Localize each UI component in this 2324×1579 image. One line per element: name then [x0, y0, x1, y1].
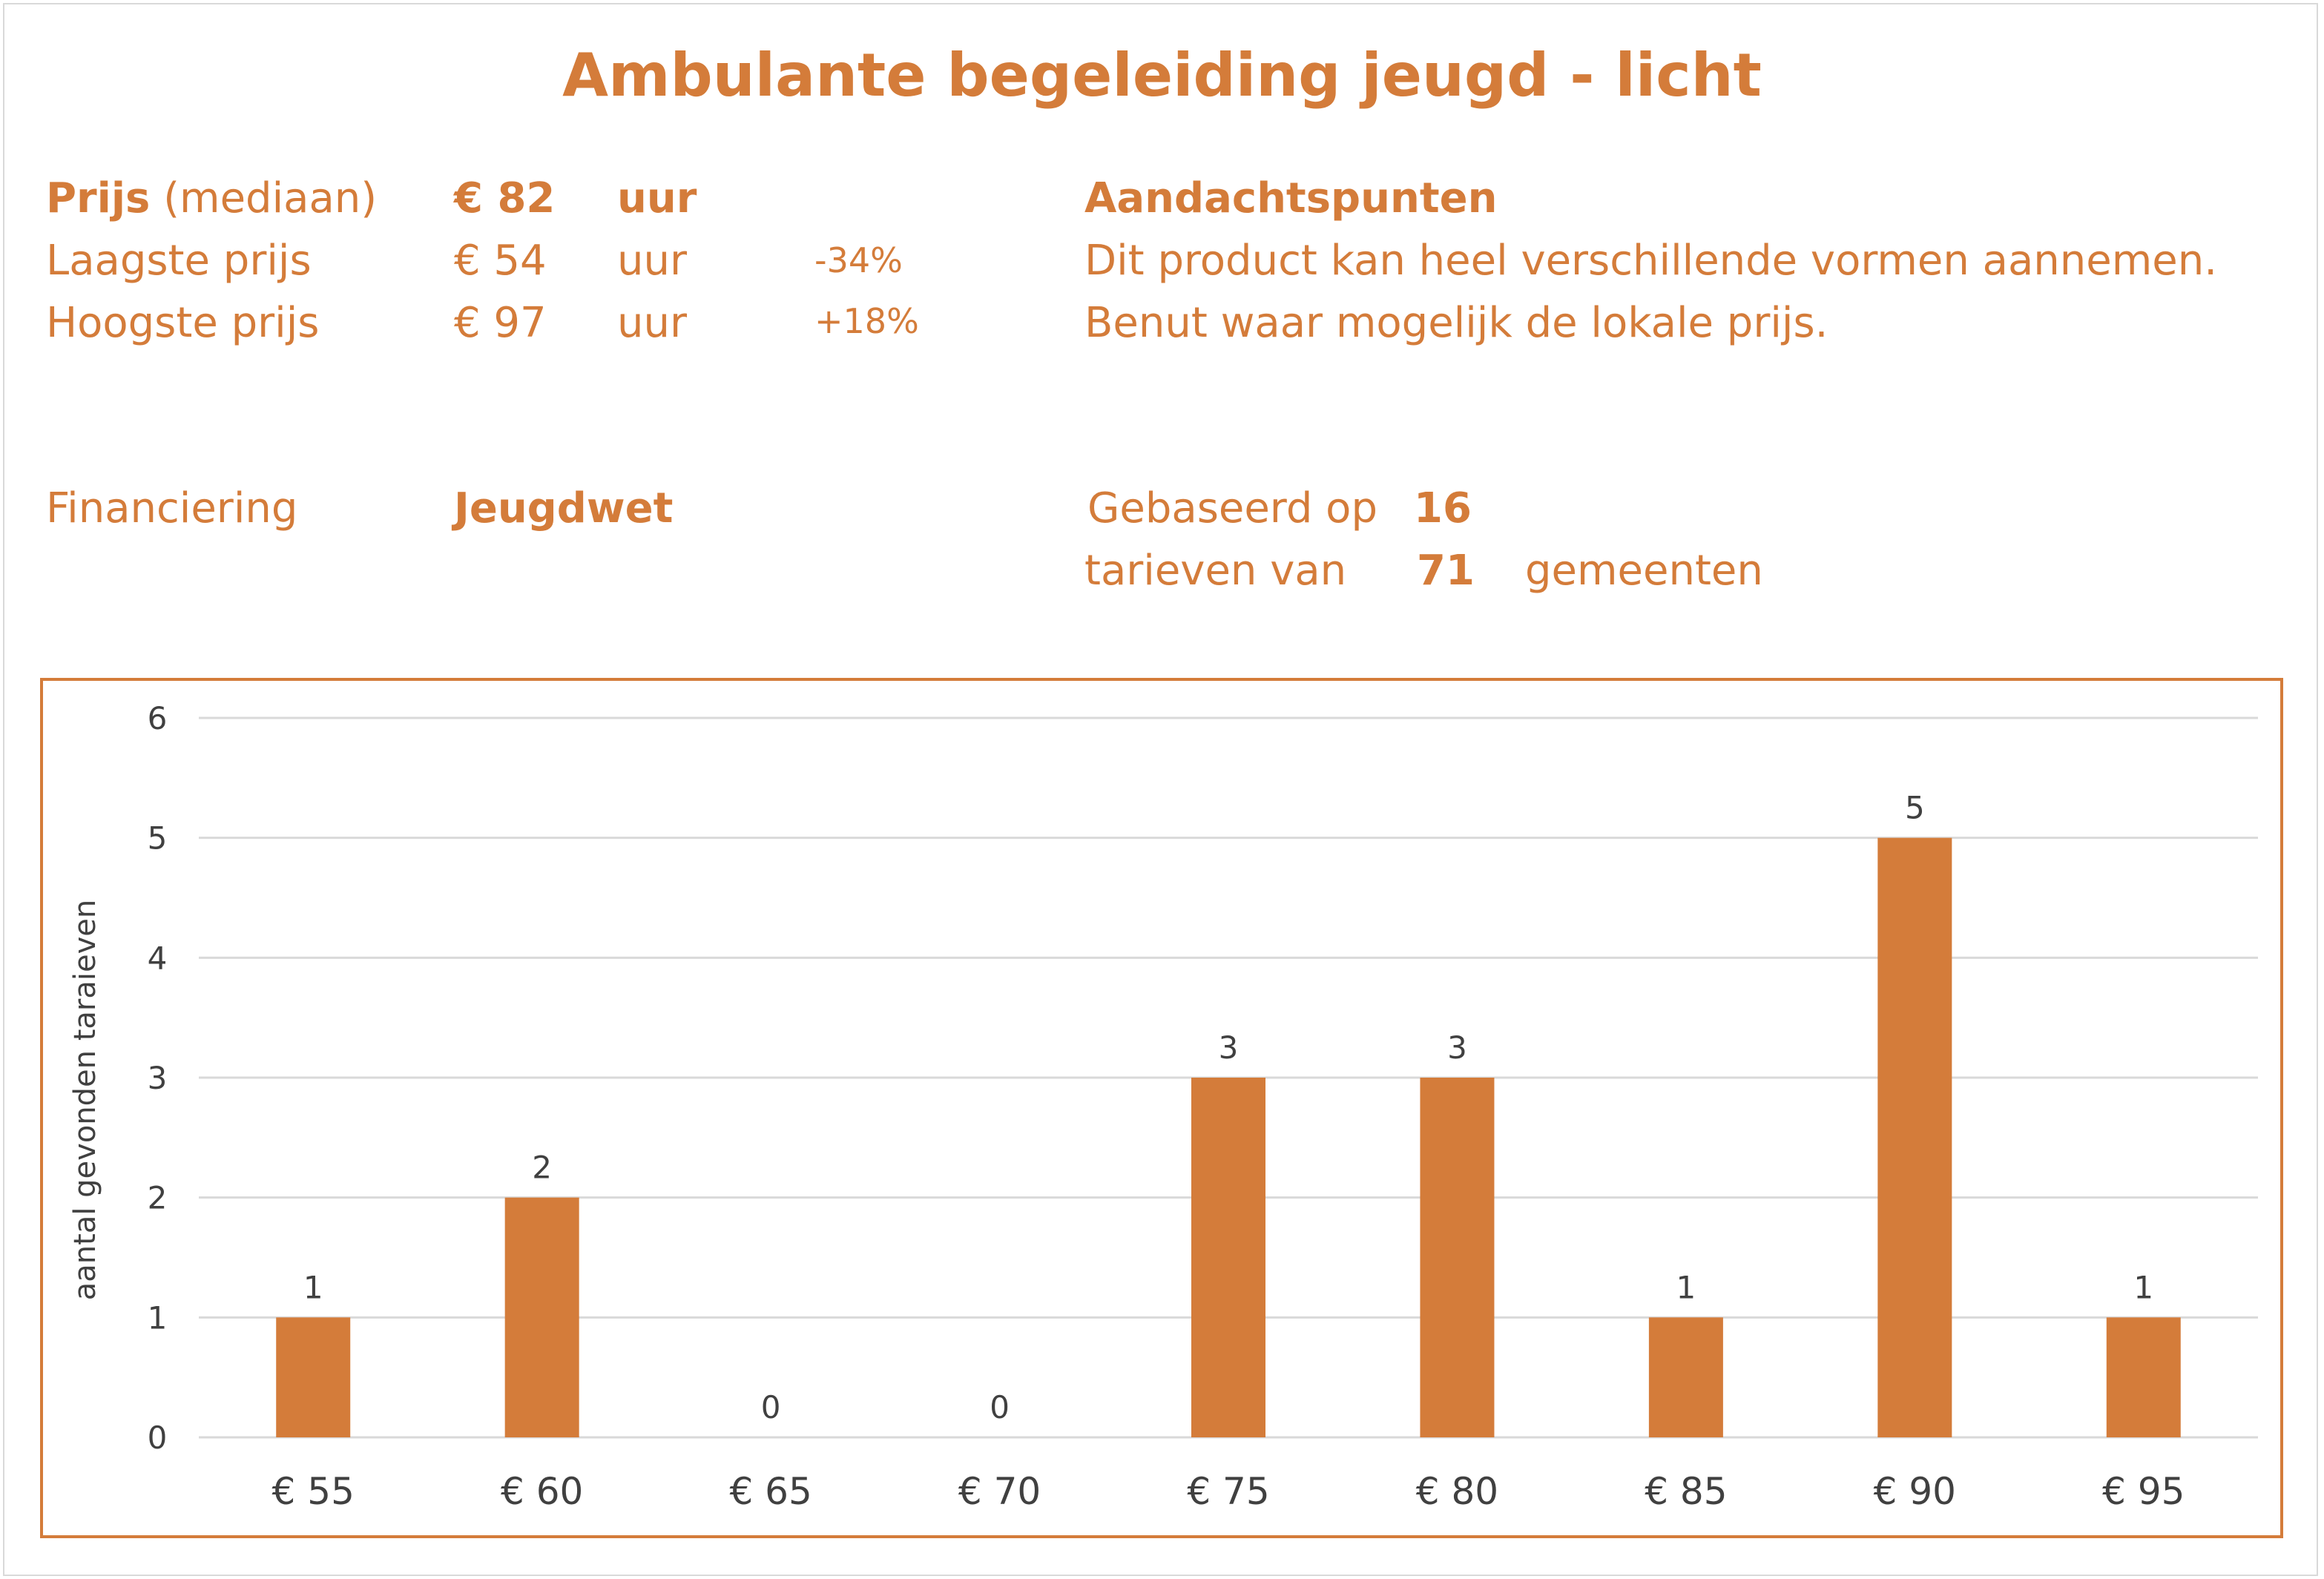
y-tick-label: 1: [148, 1299, 168, 1336]
y-tick-label: 6: [148, 700, 168, 736]
highest-price-value: € 97: [454, 299, 547, 347]
basis-suffix: gemeenten: [1525, 547, 1763, 595]
page-frame: [3, 3, 2318, 1576]
bar: [504, 1197, 579, 1437]
x-tick-label: € 80: [1416, 1470, 1498, 1513]
lowest-price-value: € 54: [454, 237, 547, 285]
median-price-unit: uur: [617, 174, 697, 222]
data-label: 1: [2133, 1269, 2153, 1305]
x-tick-label: € 60: [501, 1470, 583, 1513]
data-label: 5: [1905, 790, 1925, 826]
lowest-price-label: Laagste prijs: [46, 237, 312, 285]
data-label: 0: [761, 1389, 781, 1425]
bar: [276, 1317, 351, 1437]
highest-price-unit: uur: [617, 299, 688, 347]
highest-price-label: Hoogste prijs: [46, 299, 320, 347]
financing-value: Jeugdwet: [454, 484, 674, 533]
basis-municipalities: 71: [1417, 547, 1475, 595]
lowest-price-pct: -34%: [814, 240, 903, 280]
data-label: 2: [532, 1150, 552, 1186]
lowest-price-unit: uur: [617, 237, 688, 285]
x-tick-label: € 75: [1187, 1470, 1269, 1513]
x-tick-label: € 90: [1874, 1470, 1956, 1513]
x-tick-label: € 95: [2102, 1470, 2185, 1513]
notes-line-1: Dit product kan heel verschillende vorme…: [1084, 237, 2218, 285]
median-label-bold: Prijs: [46, 174, 151, 222]
basis-count: 16: [1414, 484, 1472, 533]
x-tick-label: € 65: [729, 1470, 812, 1513]
x-tick-label: € 55: [272, 1470, 355, 1513]
bar: [1877, 837, 1952, 1437]
chart-container: 0 1 2 3 4 5 6 1 € 55 2 € 60 0 € 65 0 € 70 3 € 75 3 € 80 1 € …: [40, 678, 2283, 1538]
x-tick-label: € 70: [958, 1470, 1041, 1513]
median-label-rest: (mediaan): [163, 174, 378, 222]
labels: 0 1 2 3 4 5 6 1 € 55 2 € 60 0 € 65 0 € 70 3 € 75 3 € 80 1 € …: [148, 700, 2185, 1513]
highest-price-pct: +18%: [814, 301, 919, 341]
bar: [2106, 1317, 2181, 1437]
y-axis-label: aantal gevonden taraieven: [68, 900, 102, 1300]
median-price-label: Prijs (mediaan): [46, 178, 377, 220]
x-tick-label: € 85: [1645, 1470, 1727, 1513]
y-tick-label: 2: [148, 1180, 168, 1216]
data-label: 0: [990, 1389, 1010, 1425]
basis-prefix: Gebaseerd op: [1087, 484, 1377, 533]
bar: [1191, 1078, 1265, 1437]
median-price-value: € 82: [454, 174, 556, 222]
bars: [276, 837, 2181, 1437]
bar-chart: 0 1 2 3 4 5 6 1 € 55 2 € 60 0 € 65 0 € 70 3 € 75 3 € 80 1 € …: [68, 700, 2258, 1513]
notes-line-2: Benut waar mogelijk de lokale prijs.: [1084, 299, 1828, 347]
y-tick-label: 4: [148, 940, 168, 976]
y-tick-label: 3: [148, 1060, 168, 1096]
page-title: Ambulante begeleiding jeugd - licht: [562, 41, 1762, 110]
financing-label: Financiering: [46, 484, 298, 533]
bar: [1420, 1078, 1495, 1437]
basis-middle: tarieven van: [1084, 547, 1347, 595]
data-label: 1: [303, 1269, 323, 1305]
bar: [1648, 1317, 1723, 1437]
y-tick-label: 0: [148, 1420, 168, 1456]
data-label: 3: [1447, 1029, 1467, 1066]
data-label: 3: [1219, 1029, 1239, 1066]
y-tick-label: 5: [148, 820, 168, 857]
notes-heading: Aandachtspunten: [1084, 174, 1498, 222]
data-label: 1: [1676, 1269, 1696, 1305]
